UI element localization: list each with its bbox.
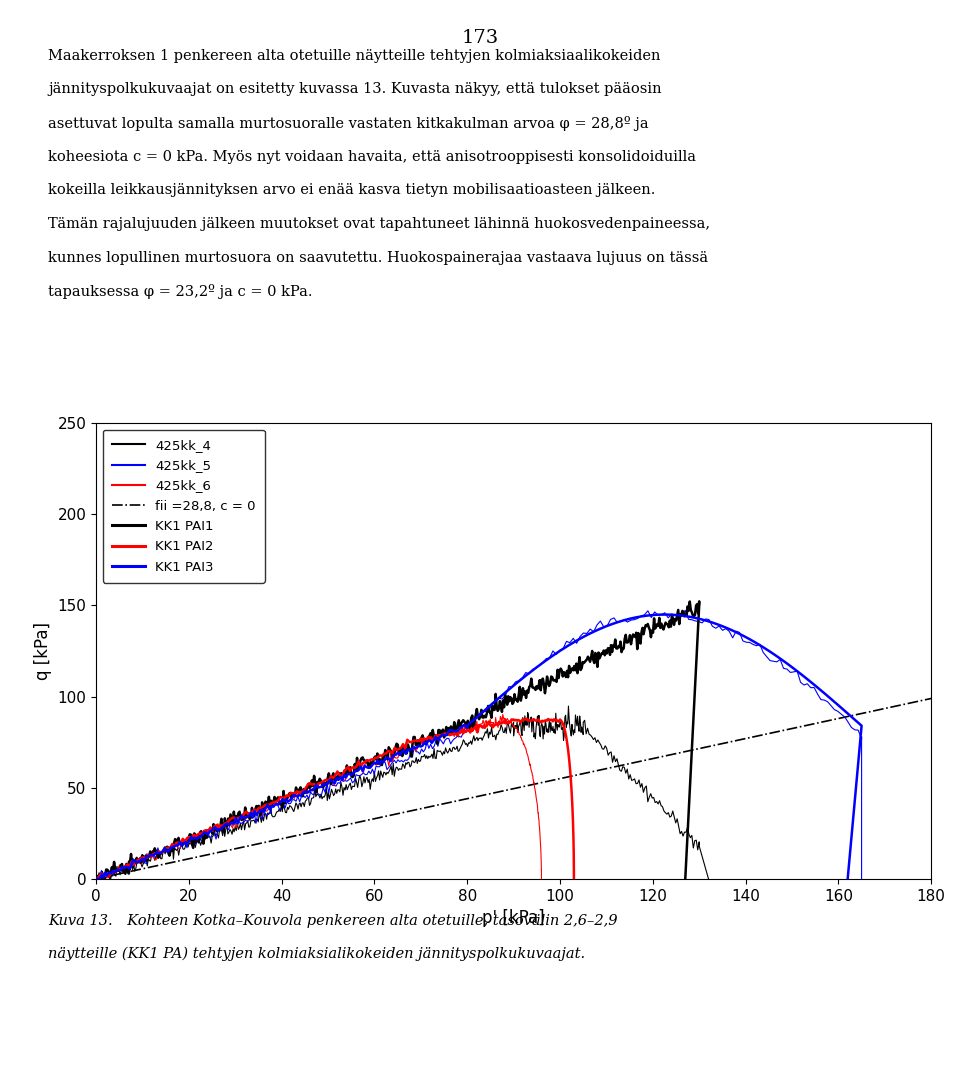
Text: näytteille (KK1 PA) tehtyjen kolmiaksialikokeiden jännityspolkukuvaajat.: näytteille (KK1 PA) tehtyjen kolmiaksial…: [48, 946, 586, 960]
Legend: 425kk_4, 425kk_5, 425kk_6, fii =28,8, c = 0, KK1 PAI1, KK1 PAI2, KK1 PAI3: 425kk_4, 425kk_5, 425kk_6, fii =28,8, c …: [103, 430, 265, 583]
X-axis label: p' [kPa]: p' [kPa]: [482, 909, 545, 927]
Text: kokeilla leikkausjännityksen arvo ei enää kasva tietyn mobilisaatioasteen jälkee: kokeilla leikkausjännityksen arvo ei enä…: [48, 183, 656, 197]
Text: kunnes lopullinen murtosuora on saavutettu. Huokospainerajaa vastaava lujuus on : kunnes lopullinen murtosuora on saavutet…: [48, 251, 708, 265]
Text: koheesiota c = 0 kPa. Myös nyt voidaan havaita, että anisotrooppisesti konsolido: koheesiota c = 0 kPa. Myös nyt voidaan h…: [48, 150, 696, 164]
Text: Tämän rajalujuuden jälkeen muutokset ovat tapahtuneet lähinnä huokosvedenpainees: Tämän rajalujuuden jälkeen muutokset ova…: [48, 217, 710, 231]
Text: tapauksessa φ = 23,2º ja c = 0 kPa.: tapauksessa φ = 23,2º ja c = 0 kPa.: [48, 284, 313, 299]
Text: jännityspolkukuvaajat on esitetty kuvassa 13. Kuvasta näkyy, että tulokset pääos: jännityspolkukuvaajat on esitetty kuvass…: [48, 82, 661, 97]
Text: Kuva 13. Kohteen Kotka–Kouvola penkereen alta otetuille, tasovälin 2,6–2,9: Kuva 13. Kohteen Kotka–Kouvola penkereen…: [48, 914, 617, 928]
Y-axis label: q [kPa]: q [kPa]: [34, 622, 52, 680]
Text: 173: 173: [462, 29, 498, 48]
Text: asettuvat lopulta samalla murtosuoralle vastaten kitkakulman arvoa φ = 28,8º ja: asettuvat lopulta samalla murtosuoralle …: [48, 116, 649, 131]
Text: Maakerroksen 1 penkereen alta otetuille näytteille tehtyjen kolmiaksiaalikokeide: Maakerroksen 1 penkereen alta otetuille …: [48, 49, 660, 63]
